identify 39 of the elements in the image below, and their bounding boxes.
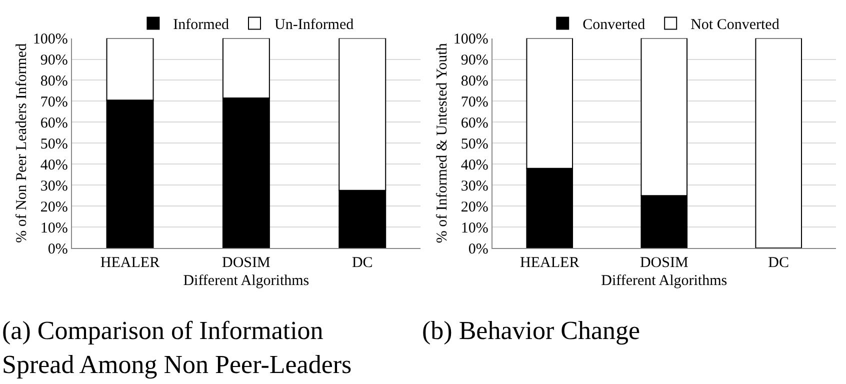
y-tick-label: 50%	[40, 136, 68, 152]
y-axis-title: % of Informed & Untested Youth	[434, 42, 451, 244]
y-tick-label: 30%	[460, 178, 488, 194]
y-tick-label: 70%	[460, 94, 488, 110]
y-tick-label: 100%	[32, 32, 68, 48]
x-tick-label: DOSIM	[222, 255, 270, 272]
y-tick-label: 80%	[40, 73, 68, 90]
y-tick-label: 60%	[460, 115, 488, 132]
x-tick-label: HEALER	[520, 255, 580, 272]
x-axis-title: Different Algorithms	[183, 273, 310, 290]
legend-label: Converted	[582, 17, 646, 34]
y-tick-label: 100%	[453, 32, 488, 48]
y-tick-label: 90%	[460, 52, 488, 69]
y-tick-label: 90%	[40, 52, 68, 69]
x-tick-label: HEALER	[100, 255, 160, 272]
text: (a) Comparison of Information Spread Among Non Peer-Leaders	[2, 316, 352, 379]
y-tick-label: 10%	[40, 220, 68, 236]
y-tick-label: 40%	[40, 157, 68, 174]
legend-label: Un-Informed	[274, 17, 354, 34]
y-tick-label: 20%	[460, 199, 488, 216]
y-tick-label: 0%	[468, 241, 488, 258]
y-axis-title: % of Non Peer Leaders Informed	[14, 42, 30, 243]
y-tick-label: 40%	[460, 157, 488, 174]
y-tick-label: 10%	[460, 220, 488, 236]
legend-label: Informed	[173, 17, 230, 34]
y-tick-label: 80%	[460, 73, 488, 90]
x-tick-label: DOSIM	[640, 255, 688, 272]
bar	[755, 38, 802, 248]
y-tick-label: 60%	[40, 115, 68, 132]
x-tick-label: DC	[768, 255, 790, 272]
y-tick-label: 50%	[460, 136, 488, 152]
x-tick-label: DC	[352, 255, 373, 272]
y-tick-label: 20%	[40, 199, 68, 216]
x-axis-title: Different Algorithms	[601, 273, 728, 290]
y-tick-label: 70%	[40, 94, 68, 110]
legend-label: Not Converted	[690, 17, 780, 34]
y-tick-label: 0%	[48, 241, 68, 258]
y-tick-label: 30%	[40, 178, 68, 194]
text: (b) Behavior Change	[422, 316, 640, 345]
